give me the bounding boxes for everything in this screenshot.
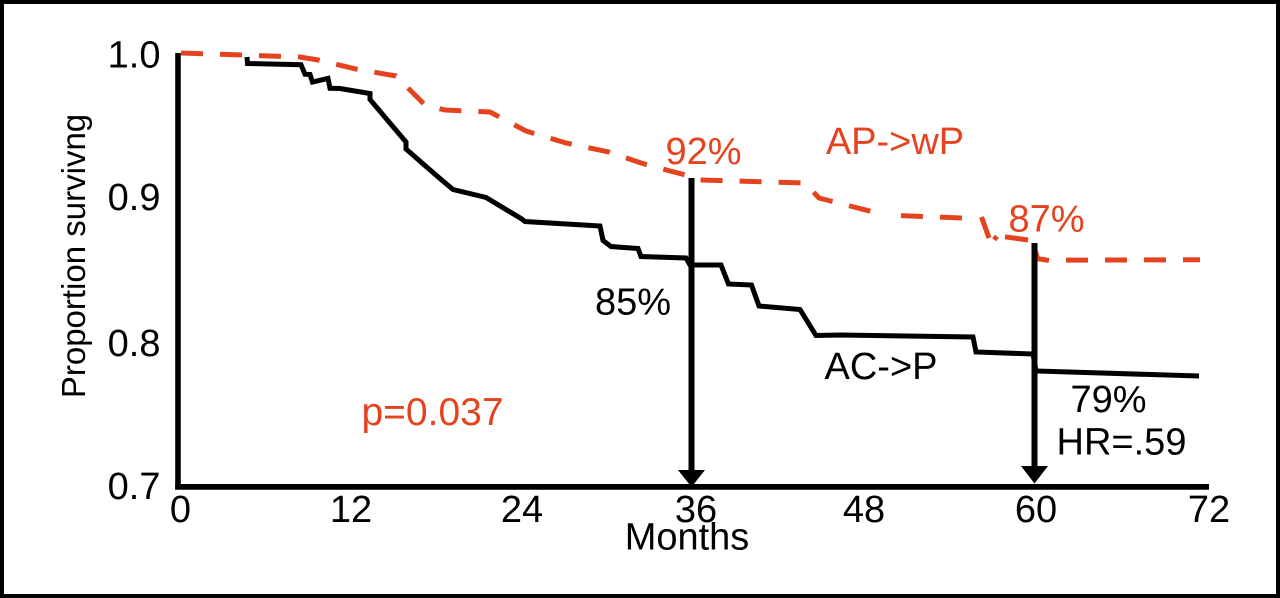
svg-text:0.8: 0.8: [108, 323, 161, 365]
svg-text:Proportion survivng: Proportion survivng: [55, 114, 92, 398]
svg-text:12: 12: [330, 489, 372, 531]
svg-text:24: 24: [501, 489, 543, 531]
svg-text:0.7: 0.7: [108, 466, 161, 508]
svg-text:85%: 85%: [595, 282, 671, 324]
svg-text:1.0: 1.0: [108, 35, 161, 77]
svg-text:48: 48: [843, 489, 885, 531]
svg-text:60: 60: [1015, 489, 1057, 531]
svg-text:92%: 92%: [665, 131, 741, 173]
svg-text:AP->wP: AP->wP: [826, 121, 964, 163]
svg-text:0.9: 0.9: [108, 177, 161, 219]
svg-text:HR=.59: HR=.59: [1057, 422, 1187, 464]
svg-text:87%: 87%: [1008, 199, 1084, 241]
svg-text:36: 36: [675, 489, 717, 531]
svg-text:Months: Months: [625, 517, 750, 559]
svg-text:p=0.037: p=0.037: [361, 391, 503, 434]
svg-text:79%: 79%: [1070, 379, 1146, 421]
svg-text:72: 72: [1188, 489, 1230, 531]
svg-text:AC->P: AC->P: [825, 346, 938, 388]
svg-text:0: 0: [170, 489, 191, 531]
